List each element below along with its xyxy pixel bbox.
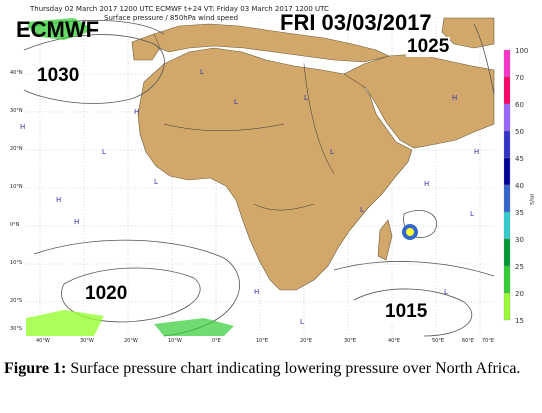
caption-text: Surface pressure chart indicating loweri… xyxy=(66,360,521,377)
colorbar-tick-label: 25 xyxy=(515,263,524,271)
chart-header-line1: Thursday 02 March 2017 1200 UTC ECMWF t+… xyxy=(30,5,329,13)
svg-text:L: L xyxy=(154,178,158,186)
colorbar-tick-label: 50 xyxy=(515,128,524,136)
svg-text:L: L xyxy=(360,206,364,214)
wind-speed-colorbar: 100 70 60 50 45 40 35 30 25 20 15 m/s xyxy=(496,44,536,325)
colorbar-tick-label: 100 xyxy=(515,47,528,55)
svg-text:L: L xyxy=(444,288,448,296)
wind-patch-nw xyxy=(26,18,94,40)
lon-label: 30°E xyxy=(344,338,357,344)
colorbar-tick-label: 20 xyxy=(515,290,524,298)
svg-text:H: H xyxy=(74,218,79,226)
lon-label: 20°W xyxy=(124,338,138,344)
lon-label: 60°E xyxy=(462,338,475,344)
lat-label: 10°S xyxy=(10,260,23,266)
lon-label: 40°W xyxy=(36,338,50,344)
wind-patch-sw xyxy=(26,310,104,336)
wind-speed-shading xyxy=(26,18,418,336)
svg-text:H: H xyxy=(254,288,259,296)
svg-text:L: L xyxy=(330,148,334,156)
lat-label: 30°S xyxy=(10,326,23,332)
svg-text:L: L xyxy=(470,210,474,218)
lon-label: 40°E xyxy=(388,338,401,344)
lat-label: 0°N xyxy=(10,222,20,228)
colorbar-tick-label: 40 xyxy=(515,182,524,190)
europe-landmass xyxy=(153,23,390,63)
colorbar-swatch xyxy=(503,76,511,105)
figure-caption: Figure 1: Surface pressure chart indicat… xyxy=(4,358,538,379)
svg-text:H: H xyxy=(20,123,25,131)
africa-landmass xyxy=(137,47,413,291)
high-low-markers: H H H L H L L L L L H H H L L L L H xyxy=(20,68,479,326)
colorbar-tick-label: 70 xyxy=(515,74,524,82)
pressure-label-1030: 1030 xyxy=(36,65,81,86)
lon-label: 50°E xyxy=(432,338,445,344)
colorbar-swatch xyxy=(503,103,511,132)
svg-text:L: L xyxy=(304,94,308,102)
lat-label: 40°N xyxy=(10,70,23,76)
svg-text:H: H xyxy=(474,148,479,156)
lon-label: 10°W xyxy=(168,338,182,344)
caption-label: Figure 1: xyxy=(4,360,67,377)
wind-patch-s xyxy=(154,318,234,336)
colorbar-tick-label: 15 xyxy=(515,317,524,324)
svg-text:H: H xyxy=(424,180,429,188)
svg-text:H: H xyxy=(452,94,457,102)
svg-text:L: L xyxy=(300,318,304,326)
land-masses xyxy=(131,17,495,291)
lon-label: 70°E xyxy=(482,338,495,344)
svg-text:L: L xyxy=(102,148,106,156)
colorbar-tick-label: 35 xyxy=(515,209,524,217)
lat-label: 20°S xyxy=(10,298,23,304)
pressure-label-1020: 1020 xyxy=(84,283,129,304)
colorbar-swatch xyxy=(503,211,511,240)
lat-label: 20°N xyxy=(10,146,23,152)
source-label: ECMWF xyxy=(16,17,100,42)
svg-text:H: H xyxy=(134,108,139,116)
pressure-label-1015: 1015 xyxy=(384,301,429,322)
svg-text:L: L xyxy=(200,68,204,76)
colorbar-tick-label: 45 xyxy=(515,155,524,163)
svg-text:H: H xyxy=(56,196,61,204)
colorbar-unit-label: m/s xyxy=(528,194,535,205)
colorbar-swatch xyxy=(503,292,511,321)
forecast-date-label: FRI 03/03/2017 xyxy=(280,10,432,35)
lon-label: 10°E xyxy=(256,338,269,344)
colorbar-tick-label: 60 xyxy=(515,101,524,109)
colorbar-swatch xyxy=(503,184,511,213)
lat-label: 10°N xyxy=(10,184,23,190)
lon-label: 20°E xyxy=(300,338,313,344)
colorbar-canvas: 100 70 60 50 45 40 35 30 25 20 15 m/s xyxy=(503,47,535,325)
iberia-landmass xyxy=(131,33,161,61)
colorbar-swatch xyxy=(503,157,511,186)
colorbar-swatch xyxy=(503,265,511,294)
lon-label: 0°E xyxy=(212,338,221,344)
lon-label: 30°W xyxy=(80,338,94,344)
madagascar-landmass xyxy=(377,219,393,261)
svg-text:L: L xyxy=(234,98,238,106)
coastline-borders xyxy=(163,63,335,211)
pressure-label-1025: 1025 xyxy=(406,36,451,57)
colorbar-swatch xyxy=(503,49,511,78)
lat-label: 30°N xyxy=(10,108,23,114)
chart-header-line2: Surface pressure / 850hPa wind speed xyxy=(104,14,239,22)
weather-map: H H H L H L L L L L H H H L L L L H Thursday 02 Marc… xyxy=(4,4,538,351)
colorbar-swatch xyxy=(503,238,511,267)
colorbar-swatch xyxy=(503,130,511,159)
colorbar-tick-label: 30 xyxy=(515,236,524,244)
